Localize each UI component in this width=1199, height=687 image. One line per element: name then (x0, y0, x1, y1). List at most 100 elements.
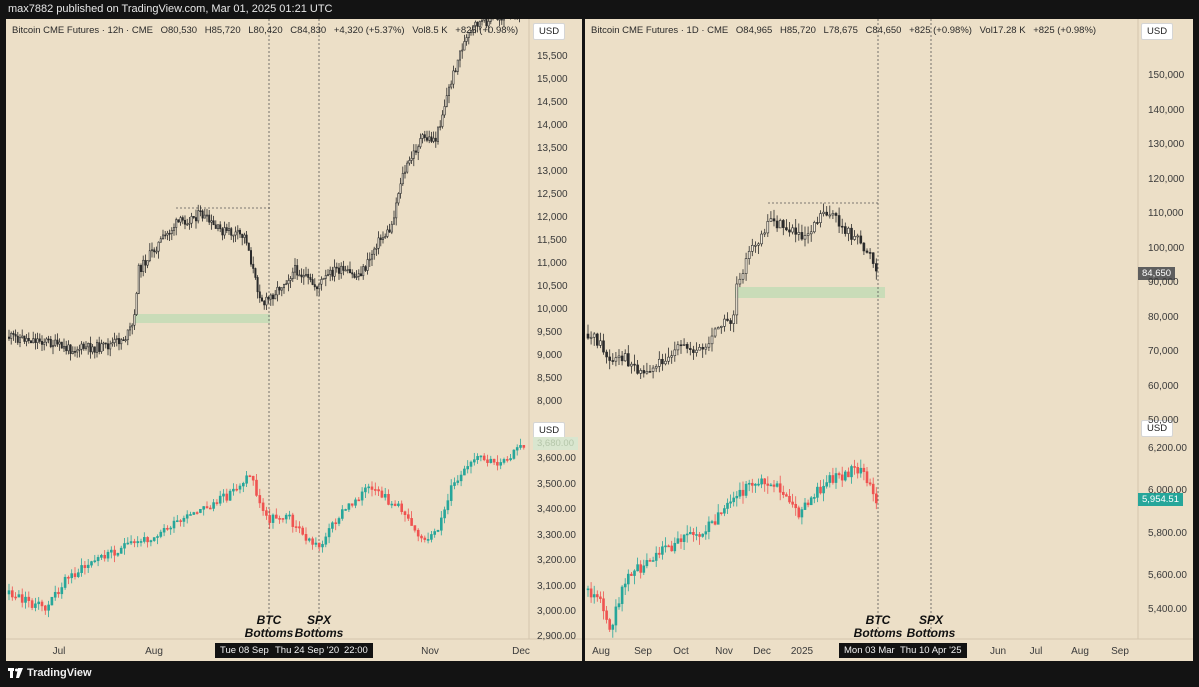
right-btc-candle-1 (589, 336, 593, 339)
left-btc-candle-105 (239, 229, 242, 235)
left-btc-candle-210 (469, 30, 472, 33)
right-spx-candle-57 (763, 478, 766, 485)
left-spx-candle-108 (364, 487, 367, 493)
left-spx-candle-137 (459, 474, 463, 482)
left-spx-candle-2 (14, 596, 17, 599)
right-btc-tick-0: 150,000 (1148, 70, 1185, 81)
right-spx-candle-26 (667, 545, 670, 548)
right-spx-candle-80 (834, 473, 838, 483)
left-spx-candle-29 (103, 554, 106, 559)
left-currency-top[interactable]: USD (533, 23, 566, 40)
left-spx-candle-39 (136, 541, 139, 544)
right-chart-canvas[interactable] (585, 19, 1193, 661)
tradingview-logo[interactable]: TradingView (8, 667, 92, 679)
left-btc-candle-92 (210, 220, 213, 223)
right-time-tick-2: Oct (673, 646, 689, 657)
left-chart-panel[interactable]: Bitcoin CME Futures · 12h · CME O80,530 … (6, 19, 582, 661)
right-btc-candle-31 (682, 344, 686, 346)
right-spx-candle-85 (850, 466, 853, 478)
left-spx-candle-131 (439, 517, 443, 531)
left-spx-candle-46 (159, 531, 163, 537)
left-btc-candle-190 (425, 137, 428, 141)
left-btc-tick-7: 12,000 (537, 212, 568, 223)
right-btc-candle-65 (788, 229, 791, 233)
left-btc-candle-214 (478, 21, 481, 27)
left-spx-candle-14 (53, 591, 57, 598)
left-btc-candle-124 (280, 287, 283, 291)
left-btc-candle-123 (278, 286, 281, 291)
right-spx-candle-93 (874, 493, 878, 504)
left-btc-candle-160 (359, 273, 362, 277)
right-currency-top[interactable]: USD (1141, 23, 1174, 40)
left-btc-candle-151 (340, 265, 343, 274)
left-spx-candle-128 (430, 534, 433, 540)
left-spx-candle-60 (205, 506, 209, 509)
right-btc-candle-71 (806, 233, 810, 236)
right-spx-candle-88 (859, 467, 863, 474)
left-btc-candle-138 (311, 279, 314, 285)
left-spx-candle-51 (176, 520, 179, 522)
left-spx-candle-44 (152, 537, 156, 541)
left-btc-candle-32 (78, 348, 81, 351)
left-chart-canvas[interactable] (6, 19, 582, 661)
left-spx-candle-92 (311, 538, 314, 545)
right-btc-candle-12 (623, 353, 627, 362)
left-spx-candle-65 (222, 493, 225, 497)
left-spx-candle-104 (350, 503, 354, 506)
left-btc-candle-63 (146, 260, 149, 266)
left-spx-candle-83 (281, 518, 285, 520)
right-spx-candle-73 (813, 497, 816, 499)
right-btc-candle-46 (729, 320, 732, 324)
left-btc-candle-139 (313, 284, 316, 288)
left-btc-candle-223 (498, 19, 501, 21)
left-spx-candle-99 (334, 522, 338, 525)
left-btc-candle-114 (258, 291, 261, 299)
left-spx-candle-33 (116, 553, 120, 556)
right-btc-candle-80 (834, 213, 838, 216)
right-spx-candle-56 (760, 478, 763, 485)
right-spx-candle-36 (698, 534, 701, 537)
right-spx-candle-7 (608, 619, 612, 630)
left-btc-candle-108 (245, 234, 248, 244)
left-btc-candle-70 (162, 234, 165, 240)
right-chart-panel[interactable]: Bitcoin CME Futures · 1D · CME O84,965 H… (585, 19, 1193, 661)
left-spx-candle-125 (420, 535, 423, 539)
right-btc-candle-61 (775, 220, 779, 229)
left-btc-candle-38 (91, 346, 94, 353)
left-btc-candle-14 (38, 338, 41, 342)
right-btc-candle-39 (707, 343, 711, 348)
right-spx-candle-66 (791, 501, 794, 505)
left-btc-candle-36 (87, 343, 90, 348)
right-btc-candle-49 (738, 278, 742, 285)
left-btc-tick-13: 9,000 (537, 350, 563, 361)
left-btc-candle-98 (223, 227, 226, 236)
left-btc-candle-51 (120, 339, 123, 345)
left-btc-candle-215 (480, 19, 483, 22)
right-btc-candle-82 (840, 225, 844, 228)
left-btc-candle-47 (111, 342, 114, 345)
right-currency-bottom[interactable]: USD (1141, 420, 1174, 437)
left-btc-candle-183 (410, 157, 413, 161)
left-spx-candle-43 (149, 540, 153, 543)
right-spx-candle-27 (670, 545, 673, 552)
left-spx-candle-77 (261, 502, 265, 511)
left-spx-candle-123 (413, 525, 417, 531)
right-change: +825 (+0.98%) (909, 25, 972, 36)
left-btc-candle-79 (181, 217, 184, 221)
left-spx-candle-85 (288, 514, 291, 517)
left-btc-candle-60 (140, 265, 143, 273)
left-btc-candle-33 (80, 343, 83, 350)
right-spx-candle-22 (654, 552, 658, 561)
left-spx-candle-154 (515, 447, 519, 451)
left-support-zone (134, 314, 270, 323)
right-btc-candle-41 (713, 328, 717, 337)
right-spx-candle-40 (710, 521, 714, 523)
left-btc-tick-4: 13,500 (537, 143, 568, 154)
left-spx-candle-7 (30, 600, 34, 608)
left-btc-candle-91 (208, 214, 211, 223)
left-btc-candle-150 (337, 267, 340, 274)
right-spx-candle-9 (614, 606, 618, 626)
left-spx-candle-67 (228, 490, 232, 501)
left-btc-candle-84 (192, 216, 195, 218)
left-spx-candle-56 (192, 512, 196, 515)
